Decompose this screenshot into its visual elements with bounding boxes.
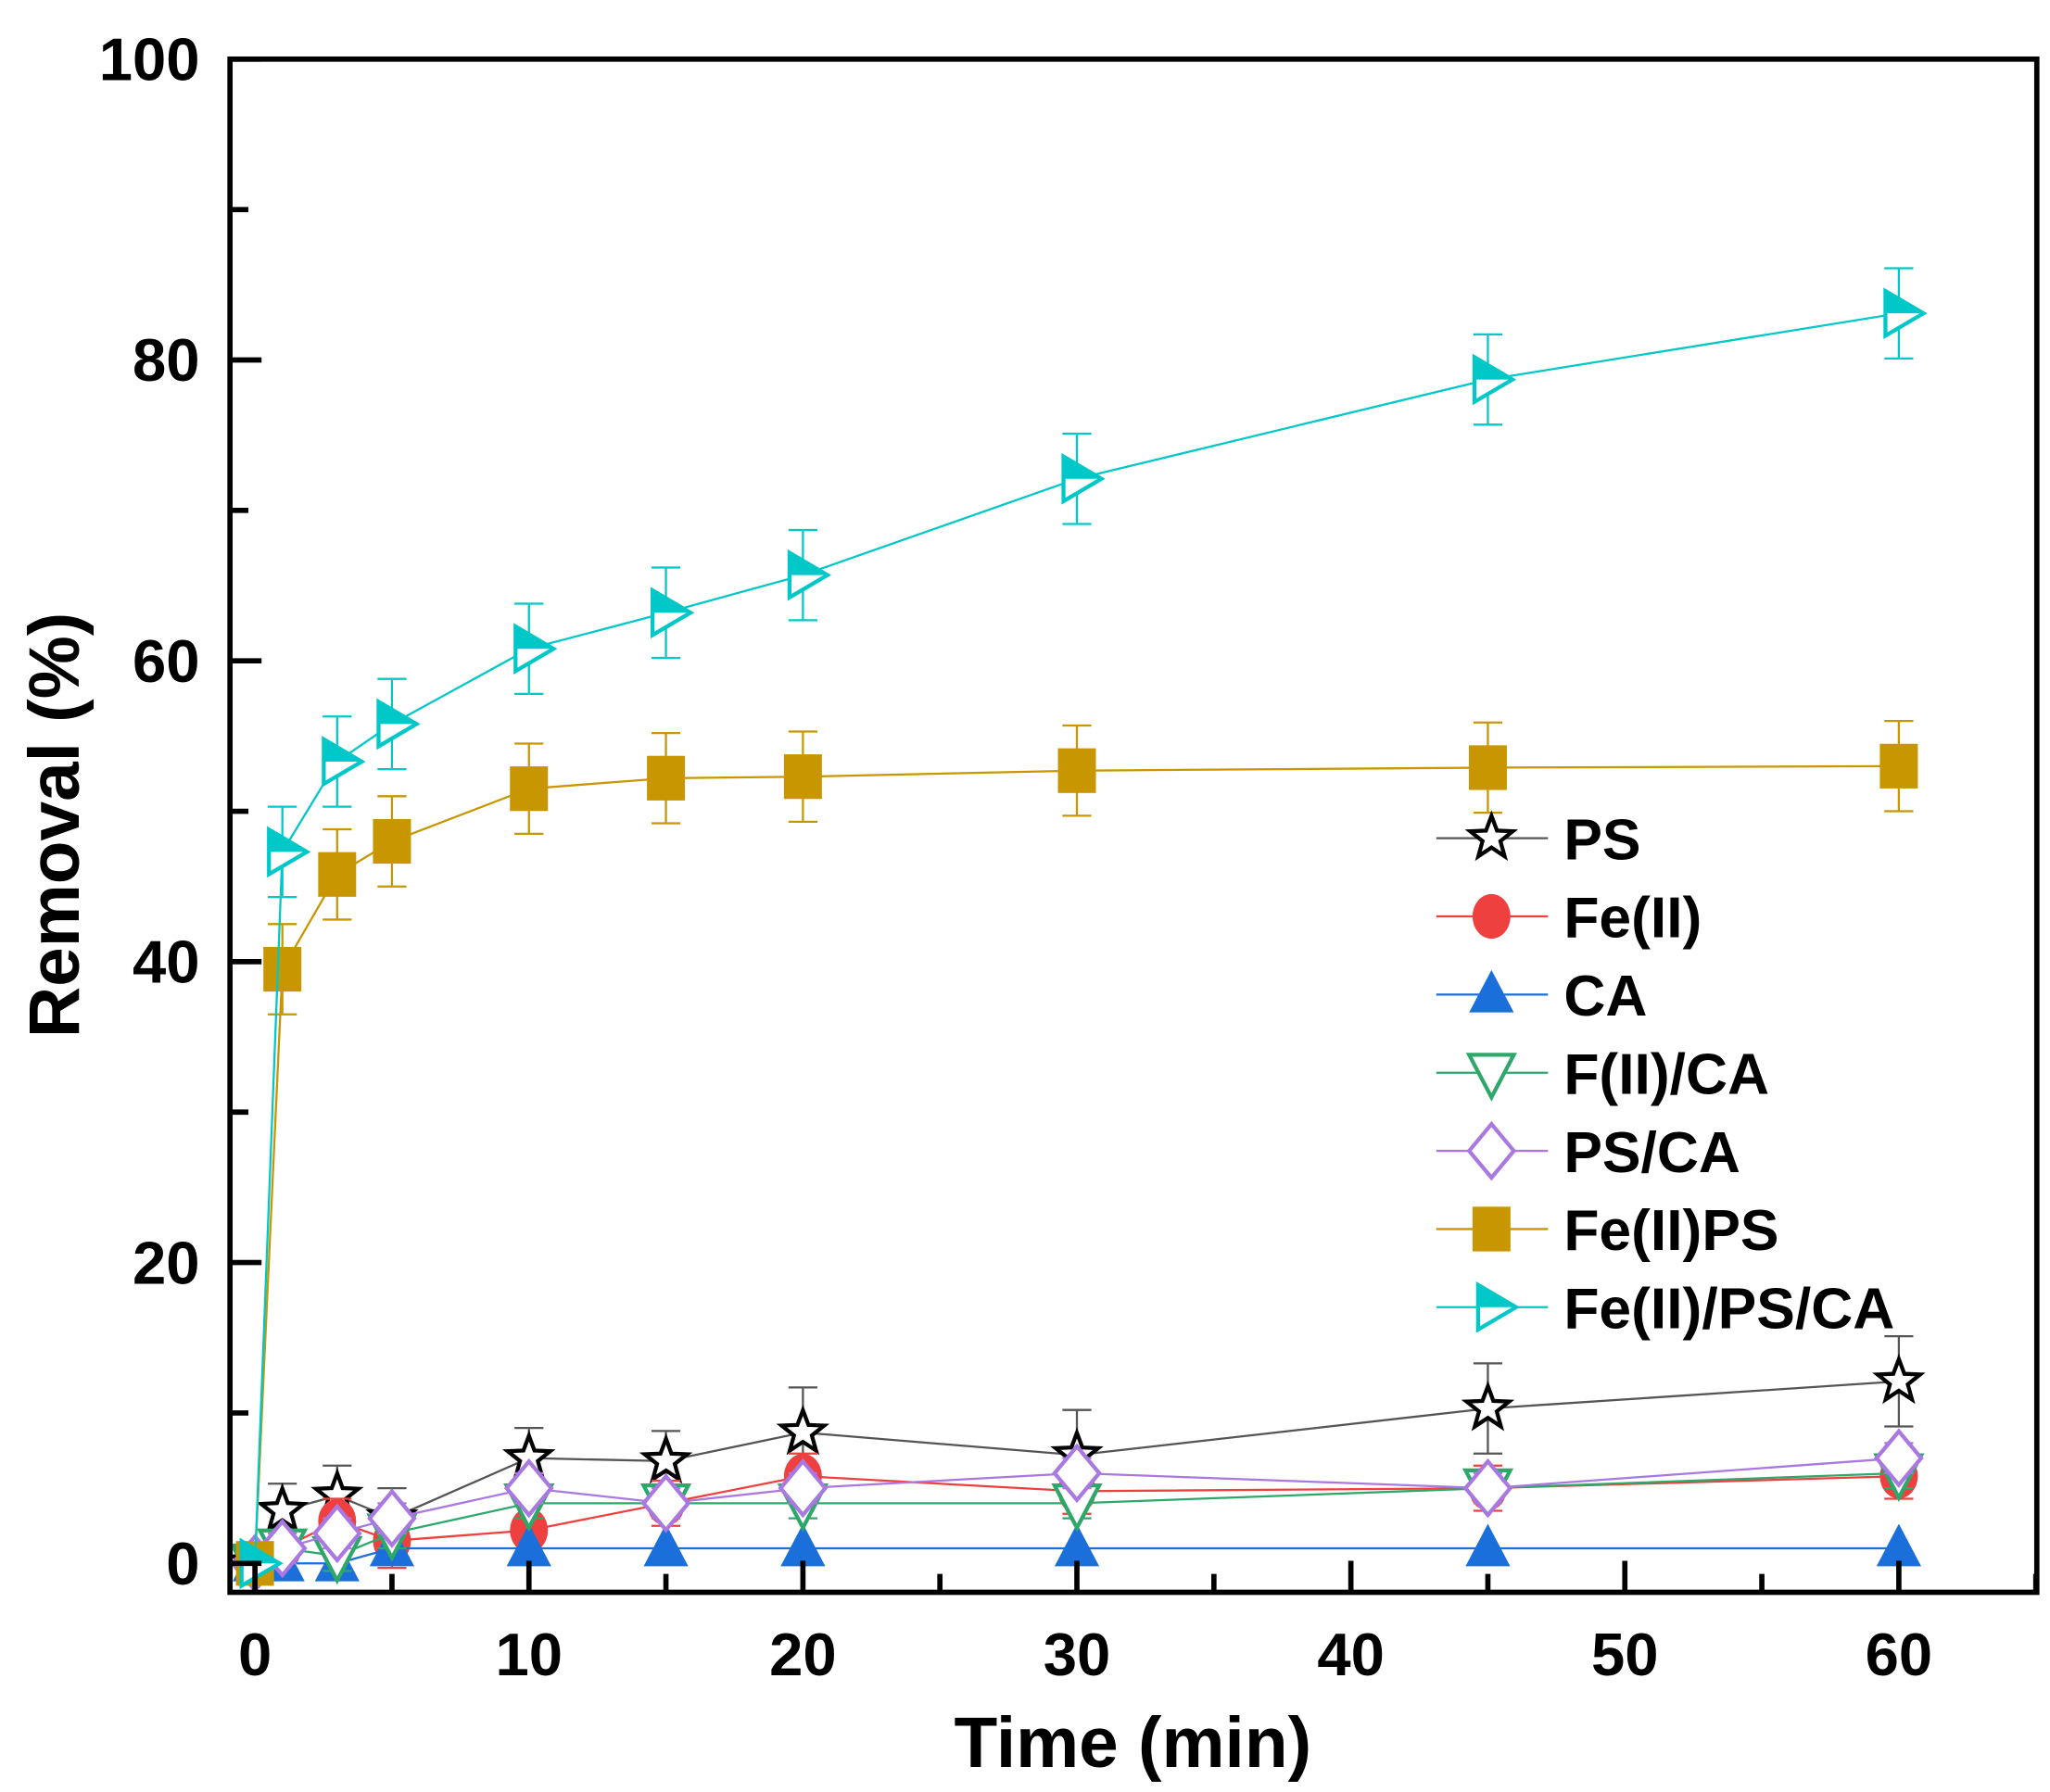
legend-item: Fe(II) <box>1436 887 1702 951</box>
data-point <box>1876 1523 1921 1567</box>
data-point <box>510 766 549 812</box>
legend-label: Fe(II)/PS/CA <box>1563 1277 1894 1341</box>
data-point <box>506 1523 551 1567</box>
marker-fill <box>378 701 417 725</box>
legend-item: Fe(II)PS <box>1436 1199 1779 1263</box>
data-point <box>513 623 558 675</box>
y-tick-label: 20 <box>133 1229 200 1296</box>
data-point <box>783 754 822 800</box>
data-point <box>1061 452 1106 505</box>
data-point <box>778 1458 829 1519</box>
y-tick-label: 0 <box>166 1530 199 1597</box>
legend-label: PS/CA <box>1563 1121 1740 1185</box>
legend: PS Fe(II) CA F(II)/CA PS/CA Fe(II)PS Fe(II)/PS… <box>1436 808 1894 1341</box>
data-point <box>267 826 311 878</box>
series-line <box>253 312 1900 1564</box>
series-line <box>255 1546 1899 1565</box>
series-line <box>254 1457 1899 1565</box>
data-point <box>322 736 366 788</box>
x-axis-title: Time (min) <box>954 1704 1311 1783</box>
legend-marker <box>1472 893 1511 940</box>
legend-item: CA <box>1436 965 1647 1029</box>
data-point <box>1874 1428 1924 1488</box>
y-axis-title: Removal (%) <box>16 612 95 1038</box>
data-point <box>263 946 302 992</box>
data-point <box>647 755 686 801</box>
data-point <box>776 1404 830 1456</box>
legend-marker <box>1466 1120 1517 1181</box>
legend-marker <box>1464 810 1519 862</box>
data-point <box>1879 743 1918 789</box>
data-point <box>503 1458 554 1519</box>
data-point <box>787 549 832 601</box>
marker-fill <box>1063 456 1102 479</box>
legend-label: Fe(II)PS <box>1563 1199 1778 1263</box>
y-tick-label: 80 <box>133 326 200 394</box>
data-point <box>311 1503 362 1564</box>
data-point <box>640 1473 691 1533</box>
legend-label: Fe(II) <box>1563 887 1702 951</box>
marker-fill <box>789 552 828 575</box>
series-fe-ii-ps-ca <box>239 267 1928 1590</box>
data-point <box>318 852 357 897</box>
data-point <box>1054 1523 1100 1567</box>
legend-marker <box>1475 1281 1521 1333</box>
x-tick-label: 30 <box>1044 1621 1111 1688</box>
x-tick-label: 0 <box>238 1621 272 1688</box>
legend-marker <box>1465 1053 1517 1102</box>
data-point <box>1468 745 1507 790</box>
legend-label: F(II)/CA <box>1563 1042 1769 1106</box>
legend-item: Fe(II)/PS/CA <box>1436 1277 1894 1341</box>
legend-label: CA <box>1563 965 1647 1029</box>
data-point <box>780 1523 826 1567</box>
series-line <box>254 1380 1899 1564</box>
x-tick-label: 50 <box>1591 1621 1659 1688</box>
marker-fill <box>1477 1284 1516 1307</box>
axis-layer: 0 10 20 30 40 50 60 0 20 40 60 80 100 <box>99 25 2039 1688</box>
y-tick-label: 100 <box>99 25 200 93</box>
x-tick-label: 20 <box>769 1621 837 1688</box>
plot-frame <box>227 56 2040 1596</box>
data-point <box>1461 1380 1515 1432</box>
y-tick-label: 40 <box>133 928 200 996</box>
data-point <box>1472 353 1517 406</box>
data-point <box>367 1488 417 1548</box>
data-point <box>1057 748 1096 793</box>
legend-marker <box>1472 1206 1511 1252</box>
legend-item: PS <box>1436 808 1641 872</box>
series-layer <box>228 267 1928 1594</box>
data-point <box>650 587 695 639</box>
legend-item: PS/CA <box>1436 1121 1740 1185</box>
series-line <box>254 1471 1899 1565</box>
x-tick-label: 10 <box>495 1621 563 1688</box>
data-point <box>1052 1443 1102 1504</box>
data-point <box>1883 287 1928 339</box>
legend-marker <box>1469 969 1514 1013</box>
data-point <box>1462 1458 1513 1519</box>
data-point <box>376 698 421 751</box>
legend-label: PS <box>1563 808 1640 872</box>
data-point <box>639 1432 693 1484</box>
data-point <box>373 818 411 864</box>
series-line <box>253 764 1899 1564</box>
data-point <box>1465 1523 1511 1567</box>
x-tick-label: 40 <box>1317 1621 1385 1688</box>
data-point <box>1872 1353 1926 1405</box>
legend-item: F(II)/CA <box>1436 1042 1769 1106</box>
x-tick-label: 60 <box>1866 1621 1933 1688</box>
data-point <box>643 1523 689 1567</box>
series-line <box>254 1474 1899 1565</box>
y-tick-label: 60 <box>133 627 200 695</box>
